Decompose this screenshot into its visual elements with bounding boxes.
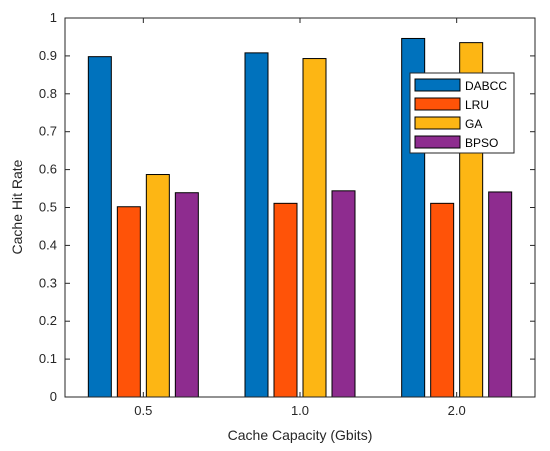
x-axis: 0.5 1.0 2.0 [134, 18, 466, 418]
bar-lru-0.5 [116, 206, 141, 398]
plot-frame [64, 17, 536, 398]
x-tick-label: 2.0 [448, 403, 466, 418]
y-tick-label: 0.4 [39, 237, 57, 252]
legend-swatch-ga [414, 116, 461, 130]
bar-ga-1.0 [302, 58, 327, 398]
y-tick-label: 0.2 [39, 313, 57, 328]
bar-bpso-1.0 [331, 190, 356, 398]
legend-label-lru: LRU [465, 98, 489, 112]
bar-lru-1.0 [273, 202, 298, 398]
y-tick-label: 0.6 [39, 162, 57, 177]
legend-label-bpso: BPSO [465, 136, 498, 150]
bar-dabcc-1.0 [244, 52, 269, 398]
bar-ga-0.5 [145, 174, 170, 398]
y-tick-label: 0.7 [39, 124, 57, 139]
legend-label-ga: GA [465, 117, 482, 131]
y-tick-label: 0.8 [39, 86, 57, 101]
y-tick-label: 0.1 [39, 351, 57, 366]
y-tick-label: 0.3 [39, 275, 57, 290]
legend: DABCC LRU GA BPSO [409, 72, 515, 154]
bar-dabcc-0.5 [87, 56, 112, 398]
legend-swatch-bpso [414, 135, 461, 149]
bar-bpso-0.5 [174, 192, 199, 398]
y-tick-label: 0.5 [39, 200, 57, 215]
y-axis-label: Cache Hit Rate [9, 159, 25, 254]
legend-swatch-dabcc [414, 78, 461, 92]
y-tick-label: 1 [50, 10, 57, 25]
y-tick-label: 0 [50, 389, 57, 404]
legend-swatch-lru [414, 97, 461, 111]
x-tick-label: 1.0 [291, 403, 309, 418]
bar-bpso-2.0 [488, 191, 513, 398]
y-axis: 0 0.1 0.2 0.3 0.4 0.5 0.6 0.7 0.8 0.9 1 [39, 10, 535, 404]
x-axis-label: Cache Capacity (Gbits) [228, 427, 373, 443]
x-tick-label: 0.5 [134, 403, 152, 418]
bar-lru-2.0 [430, 202, 455, 398]
y-tick-label: 0.9 [39, 48, 57, 63]
legend-label-dabcc: DABCC [465, 79, 507, 93]
